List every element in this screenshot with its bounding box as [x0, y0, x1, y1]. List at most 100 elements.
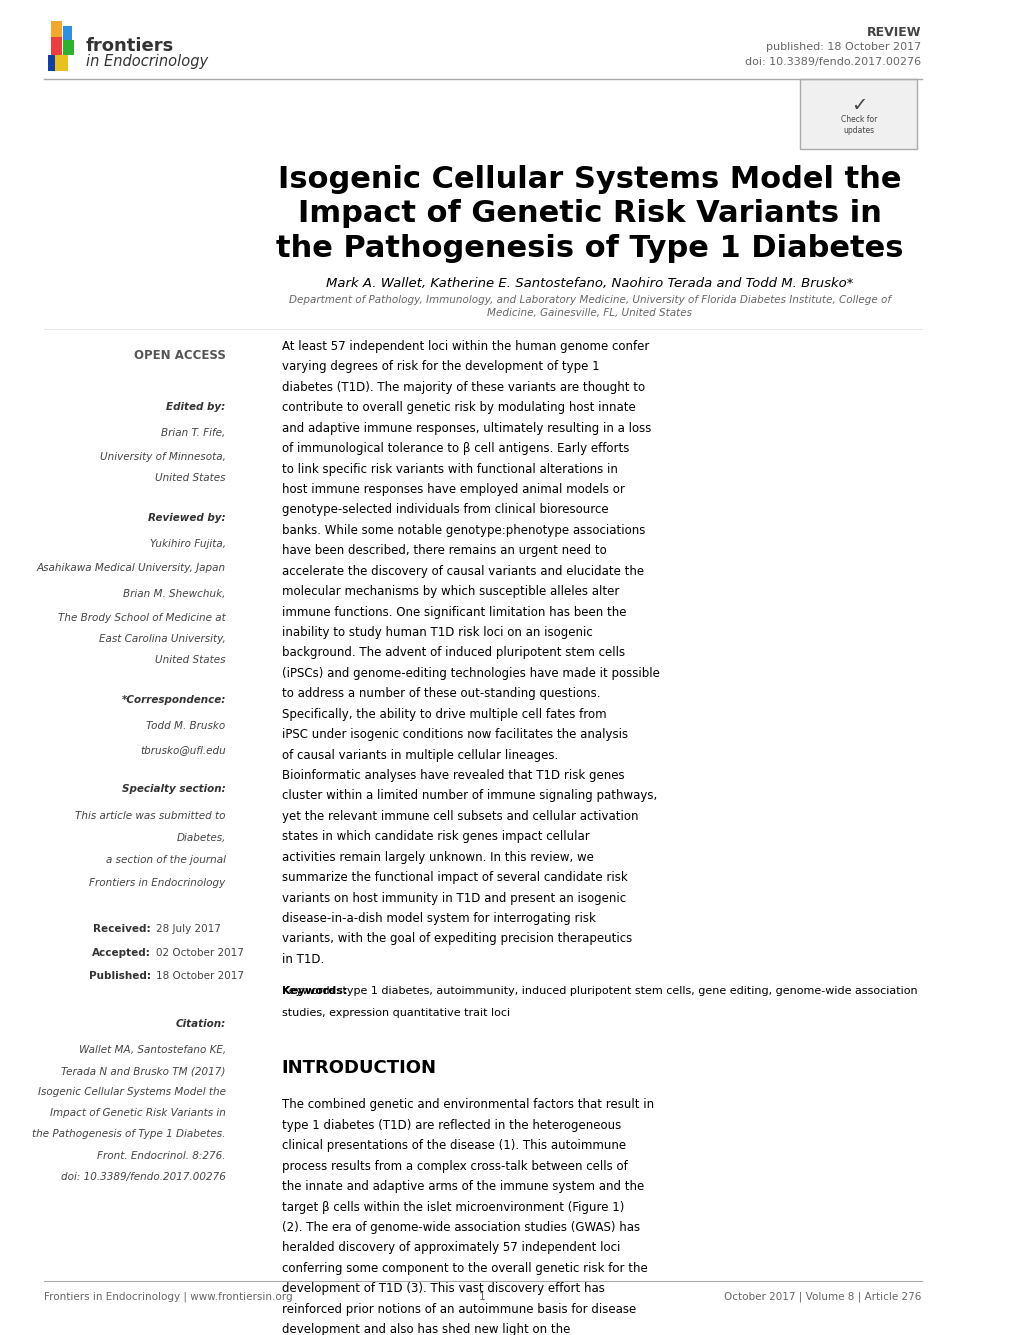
Text: disease-in-a-dish model system for interrogating risk: disease-in-a-dish model system for inter… [281, 912, 595, 925]
Text: Diabetes,: Diabetes, [176, 833, 225, 842]
Text: Specialty section:: Specialty section: [122, 784, 225, 794]
Text: Edited by:: Edited by: [166, 402, 225, 413]
Text: inability to study human T1D risk loci on an isogenic: inability to study human T1D risk loci o… [281, 626, 592, 639]
Text: doi: 10.3389/fendo.2017.00276: doi: 10.3389/fendo.2017.00276 [61, 1172, 225, 1181]
Text: tbrusko@ufl.edu: tbrusko@ufl.edu [140, 745, 225, 754]
Text: in T1D.: in T1D. [281, 953, 324, 965]
Text: the Pathogenesis of Type 1 Diabetes.: the Pathogenesis of Type 1 Diabetes. [33, 1129, 225, 1140]
Text: have been described, there remains an urgent need to: have been described, there remains an ur… [281, 545, 606, 557]
Text: Yukihiro Fujita,: Yukihiro Fujita, [150, 539, 225, 549]
Text: Published:: Published: [89, 972, 151, 981]
Text: immune functions. One significant limitation has been the: immune functions. One significant limita… [281, 606, 626, 618]
Text: genotype-selected individuals from clinical bioresource: genotype-selected individuals from clini… [281, 503, 607, 517]
Text: University of Minnesota,: University of Minnesota, [100, 453, 225, 462]
Text: target β cells within the islet microenvironment (Figure 1): target β cells within the islet microenv… [281, 1200, 624, 1214]
Text: molecular mechanisms by which susceptible alleles alter: molecular mechanisms by which susceptibl… [281, 585, 619, 598]
Text: 18 October 2017: 18 October 2017 [156, 972, 244, 981]
Text: Terada N and Brusko TM (2017): Terada N and Brusko TM (2017) [61, 1067, 225, 1076]
Bar [63, 40, 74, 55]
Text: Received:: Received: [93, 924, 151, 934]
Text: East Carolina University,: East Carolina University, [99, 634, 225, 643]
Text: The Brody School of Medicine at: The Brody School of Medicine at [58, 613, 225, 623]
Text: development and also has shed new light on the: development and also has shed new light … [281, 1323, 570, 1335]
Text: Brian M. Shewchuk,: Brian M. Shewchuk, [123, 589, 225, 599]
Text: October 2017 | Volume 8 | Article 276: October 2017 | Volume 8 | Article 276 [723, 1291, 920, 1302]
Text: Bioinformatic analyses have revealed that T1D risk genes: Bioinformatic analyses have revealed tha… [281, 769, 624, 782]
Text: OPEN ACCESS: OPEN ACCESS [133, 350, 225, 362]
Text: 28 July 2017: 28 July 2017 [156, 924, 220, 934]
Text: studies, expression quantitative trait loci: studies, expression quantitative trait l… [281, 1008, 510, 1017]
Text: variants on host immunity in T1D and present an isogenic: variants on host immunity in T1D and pre… [281, 892, 626, 905]
Text: development of T1D (3). This vast discovery effort has: development of T1D (3). This vast discov… [281, 1283, 604, 1295]
Text: contribute to overall genetic risk by modulating host innate: contribute to overall genetic risk by mo… [281, 402, 635, 414]
Text: Citation:: Citation: [175, 1019, 225, 1029]
Text: and adaptive immune responses, ultimately resulting in a loss: and adaptive immune responses, ultimatel… [281, 422, 650, 435]
FancyBboxPatch shape [799, 79, 916, 150]
Text: doi: 10.3389/fendo.2017.00276: doi: 10.3389/fendo.2017.00276 [745, 57, 920, 67]
Text: (iPSCs) and genome-editing technologies have made it possible: (iPSCs) and genome-editing technologies … [281, 668, 659, 680]
Text: accelerate the discovery of causal variants and elucidate the: accelerate the discovery of causal varia… [281, 565, 643, 578]
Text: in Endocrinology: in Endocrinology [86, 55, 208, 69]
Text: Front. Endocrinol. 8:276.: Front. Endocrinol. 8:276. [97, 1151, 225, 1160]
Text: states in which candidate risk genes impact cellular: states in which candidate risk genes imp… [281, 830, 589, 844]
Bar [55, 55, 67, 71]
Text: to link specific risk variants with functional alterations in: to link specific risk variants with func… [281, 463, 616, 475]
Text: Accepted:: Accepted: [92, 948, 151, 957]
Text: type 1 diabetes (T1D) are reflected in the heterogeneous: type 1 diabetes (T1D) are reflected in t… [281, 1119, 621, 1132]
Text: Isogenic Cellular Systems Model the
Impact of Genetic Risk Variants in
the Patho: Isogenic Cellular Systems Model the Impa… [276, 164, 903, 263]
Text: variants, with the goal of expediting precision therapeutics: variants, with the goal of expediting pr… [281, 932, 632, 945]
Text: banks. While some notable genotype:phenotype associations: banks. While some notable genotype:pheno… [281, 523, 644, 537]
Text: background. The advent of induced pluripotent stem cells: background. The advent of induced plurip… [281, 646, 625, 659]
Text: Reviewed by:: Reviewed by: [148, 513, 225, 523]
Text: process results from a complex cross-talk between cells of: process results from a complex cross-tal… [281, 1160, 627, 1172]
Bar [51, 21, 62, 37]
Text: to address a number of these out-standing questions.: to address a number of these out-standin… [281, 688, 599, 701]
Text: 02 October 2017: 02 October 2017 [156, 948, 244, 957]
Text: Frontiers in Endocrinology | www.frontiersin.org: Frontiers in Endocrinology | www.frontie… [44, 1291, 291, 1302]
Bar [51, 37, 62, 55]
Text: of causal variants in multiple cellular lineages.: of causal variants in multiple cellular … [281, 749, 557, 761]
Text: *Correspondence:: *Correspondence: [121, 694, 225, 705]
Text: diabetes (T1D). The majority of these variants are thought to: diabetes (T1D). The majority of these va… [281, 380, 644, 394]
Bar [63, 27, 72, 40]
Text: 1: 1 [479, 1291, 485, 1302]
Text: (2). The era of genome-wide association studies (GWAS) has: (2). The era of genome-wide association … [281, 1222, 639, 1234]
Text: United States: United States [155, 473, 225, 483]
Text: iPSC under isogenic conditions now facilitates the analysis: iPSC under isogenic conditions now facil… [281, 728, 628, 741]
Text: Keywords:: Keywords: [281, 987, 351, 996]
Text: frontiers: frontiers [86, 37, 173, 55]
Text: Frontiers in Endocrinology: Frontiers in Endocrinology [90, 877, 225, 888]
Text: Specifically, the ability to drive multiple cell fates from: Specifically, the ability to drive multi… [281, 708, 605, 721]
Text: the innate and adaptive arms of the immune system and the: the innate and adaptive arms of the immu… [281, 1180, 643, 1193]
Text: clinical presentations of the disease (1). This autoimmune: clinical presentations of the disease (1… [281, 1139, 626, 1152]
Text: Todd M. Brusko: Todd M. Brusko [147, 721, 225, 730]
Text: summarize the functional impact of several candidate risk: summarize the functional impact of sever… [281, 872, 627, 884]
Text: host immune responses have employed animal models or: host immune responses have employed anim… [281, 483, 624, 497]
Text: At least 57 independent loci within the human genome confer: At least 57 independent loci within the … [281, 340, 648, 352]
Text: Wallet MA, Santostefano KE,: Wallet MA, Santostefano KE, [78, 1045, 225, 1055]
Text: Isogenic Cellular Systems Model the: Isogenic Cellular Systems Model the [38, 1087, 225, 1097]
Text: conferring some component to the overall genetic risk for the: conferring some component to the overall… [281, 1262, 647, 1275]
Text: United States: United States [155, 655, 225, 665]
Text: Mark A. Wallet, Katherine E. Santostefano, Naohiro Terada and Todd M. Brusko*: Mark A. Wallet, Katherine E. Santostefan… [326, 276, 853, 290]
Text: yet the relevant immune cell subsets and cellular activation: yet the relevant immune cell subsets and… [281, 810, 638, 822]
Text: ✓: ✓ [850, 96, 866, 115]
Text: REVIEW: REVIEW [866, 27, 920, 40]
Text: Check for
updates: Check for updates [840, 115, 876, 135]
Text: Department of Pathology, Immunology, and Laboratory Medicine, University of Flor: Department of Pathology, Immunology, and… [288, 295, 890, 319]
Text: Keywords: type 1 diabetes, autoimmunity, induced pluripotent stem cells, gene ed: Keywords: type 1 diabetes, autoimmunity,… [281, 987, 916, 996]
Text: INTRODUCTION: INTRODUCTION [281, 1059, 436, 1077]
Text: reinforced prior notions of an autoimmune basis for disease: reinforced prior notions of an autoimmun… [281, 1303, 636, 1316]
Text: cluster within a limited number of immune signaling pathways,: cluster within a limited number of immun… [281, 789, 656, 802]
Text: heralded discovery of approximately 57 independent loci: heralded discovery of approximately 57 i… [281, 1242, 620, 1255]
Text: a section of the journal: a section of the journal [106, 856, 225, 865]
Text: Brian T. Fife,: Brian T. Fife, [161, 429, 225, 438]
Text: This article was submitted to: This article was submitted to [75, 810, 225, 821]
Text: Asahikawa Medical University, Japan: Asahikawa Medical University, Japan [37, 563, 225, 573]
Bar [48, 55, 55, 71]
Text: activities remain largely unknown. In this review, we: activities remain largely unknown. In th… [281, 850, 593, 864]
Text: of immunological tolerance to β cell antigens. Early efforts: of immunological tolerance to β cell ant… [281, 442, 629, 455]
Text: published: 18 October 2017: published: 18 October 2017 [765, 43, 920, 52]
Text: varying degrees of risk for the development of type 1: varying degrees of risk for the developm… [281, 360, 599, 374]
Text: The combined genetic and environmental factors that result in: The combined genetic and environmental f… [281, 1099, 653, 1112]
